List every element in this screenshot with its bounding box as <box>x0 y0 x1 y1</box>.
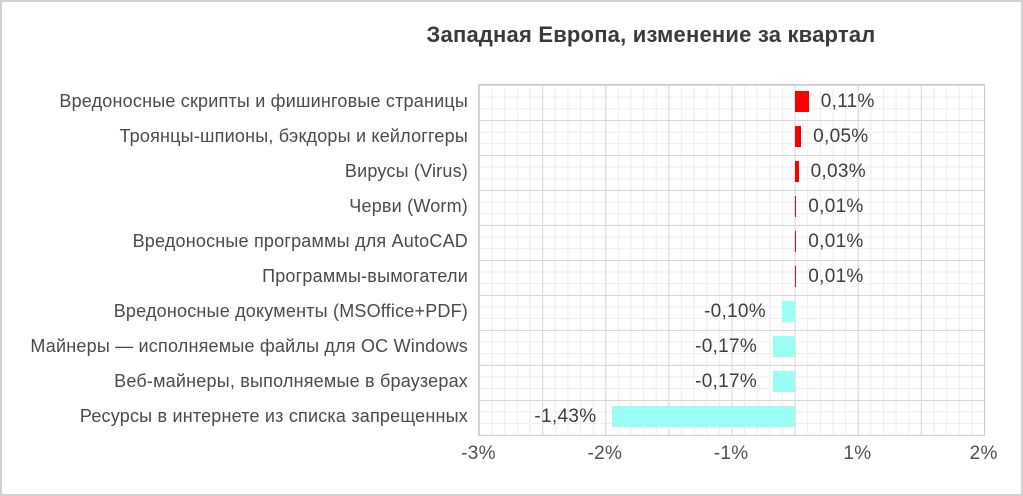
positive-bar <box>794 161 799 182</box>
positive-bar <box>794 266 797 287</box>
plot-area <box>478 84 985 436</box>
value-label: 0,03% <box>810 161 866 182</box>
category-label: Троянцы-шпионы, бэкдоры и кейлоггеры <box>119 126 468 146</box>
category-label: Вредоносные скрипты и фишинговые страниц… <box>59 91 468 111</box>
category-label: Вредоносные программы для AutoCAD <box>132 231 468 251</box>
x-tick-label: -3% <box>461 443 496 464</box>
value-label: 0,05% <box>813 126 869 147</box>
category-label: Ресурсы в интернете из списка запрещенны… <box>79 406 468 426</box>
value-label: -0,17% <box>695 336 758 357</box>
value-label: -0,17% <box>695 371 758 392</box>
negative-bar <box>773 336 795 357</box>
category-label: Веб-майнеры, выполняемые в браузерах <box>114 371 468 391</box>
value-label: 0,01% <box>808 266 864 287</box>
negative-bar <box>612 406 795 427</box>
value-label: 0,11% <box>820 91 875 112</box>
x-tick-label: 2% <box>969 443 998 464</box>
positive-bar <box>794 126 802 147</box>
category-label: Вирусы (Virus) <box>344 161 468 181</box>
value-label: -0,10% <box>703 301 766 322</box>
negative-bar <box>773 371 795 392</box>
positive-bar <box>794 231 797 252</box>
value-label: 0,01% <box>808 196 864 217</box>
positive-bar <box>794 196 797 217</box>
x-tick-label: -2% <box>587 443 623 464</box>
x-tick-label: -1% <box>713 443 749 464</box>
value-label: -1,43% <box>534 406 597 427</box>
category-label: Майнеры — исполняемые файлы для ОС Windo… <box>30 336 468 356</box>
positive-bar <box>794 91 809 112</box>
chart-title: Западная Европа, изменение за квартал <box>426 22 876 47</box>
category-label: Программы-вымогатели <box>262 266 468 286</box>
negative-bar <box>782 301 795 322</box>
value-label: 0,01% <box>808 231 864 252</box>
category-label: Черви (Worm) <box>349 196 468 216</box>
x-tick-label: 1% <box>843 443 872 464</box>
category-label: Вредоносные документы (MSOffice+PDF) <box>113 301 468 321</box>
